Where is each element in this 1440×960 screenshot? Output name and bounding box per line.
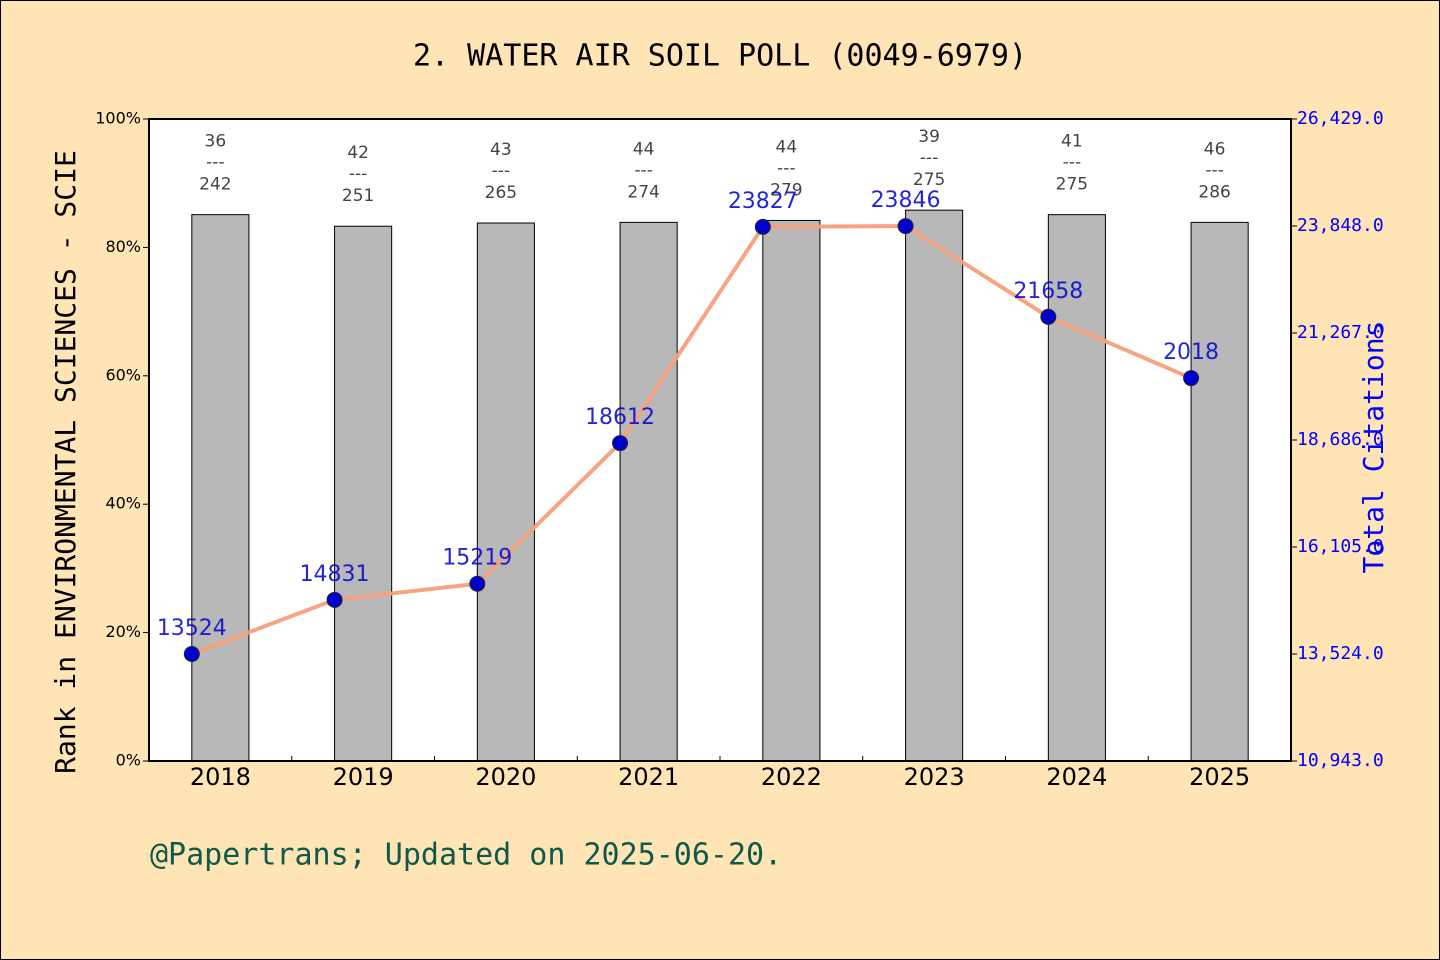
- plot-area: [149, 119, 1291, 761]
- value-label: 14831: [300, 562, 370, 587]
- marker: [754, 218, 771, 235]
- rank-separator: ---: [634, 160, 652, 180]
- y2-tick-label: 26,429.0: [1297, 108, 1384, 129]
- rank-separator: ---: [777, 158, 795, 178]
- bar: [476, 222, 535, 762]
- marker: [1040, 308, 1057, 325]
- rank-label: 39: [918, 127, 940, 147]
- bar: [905, 209, 964, 762]
- x-tick-label: 2021: [618, 763, 679, 791]
- total-label: 286: [1198, 182, 1230, 202]
- y-tick-label: 60%: [105, 365, 141, 384]
- rank-label: 41: [1061, 132, 1083, 152]
- y-tick-label: 80%: [105, 237, 141, 256]
- bar: [762, 219, 821, 762]
- bar: [191, 214, 250, 762]
- x-tick-label: 2023: [904, 763, 965, 791]
- x-tick-label: 2019: [333, 763, 394, 791]
- marker: [469, 575, 486, 592]
- footer: @Papertrans; Updated on 2025-06-20.: [150, 838, 782, 873]
- value-label: 13524: [157, 616, 227, 641]
- y-axis-title: Rank in ENVIRONMENTAL SCIENCES - SCIE: [49, 150, 82, 774]
- y2-tick-label: 21,267.0: [1297, 322, 1384, 343]
- value-label: 23827: [728, 189, 798, 214]
- rank-separator: ---: [1205, 160, 1223, 180]
- y2-tick-label: 10,943.0: [1297, 750, 1384, 771]
- marker: [183, 646, 200, 662]
- x-tick-label: 2025: [1189, 763, 1250, 791]
- y-tick-label: 20%: [105, 622, 141, 641]
- y2-tick-label: 16,105.0: [1297, 536, 1384, 557]
- total-label: 242: [199, 175, 231, 195]
- rank-separator: ---: [349, 164, 367, 184]
- x-tick-label: 2020: [475, 763, 536, 791]
- chart-title: 2. WATER AIR SOIL POLL (0049-6979): [413, 39, 1027, 74]
- x-tick-label: 2018: [190, 763, 251, 791]
- x-tick-label: 2024: [1046, 763, 1107, 791]
- rank-label: 44: [633, 139, 655, 159]
- total-label: 265: [485, 183, 517, 203]
- rank-label: 43: [490, 140, 512, 160]
- rank-separator: ---: [206, 153, 224, 173]
- rank-label: 44: [776, 137, 798, 157]
- rank-separator: ---: [920, 148, 938, 168]
- total-label: 274: [627, 182, 659, 202]
- rank-label: 42: [347, 143, 369, 163]
- plot-frame: [148, 118, 1292, 762]
- y2-axis-title: Total Citations: [1357, 321, 1390, 574]
- x-tick-label: 2022: [761, 763, 822, 791]
- value-label: 2018: [1163, 340, 1219, 365]
- y-tick-label: 100%: [95, 109, 141, 128]
- bar: [1190, 221, 1249, 762]
- rank-separator: ---: [1063, 153, 1081, 173]
- marker: [612, 435, 629, 452]
- total-label: 275: [1056, 175, 1088, 195]
- total-label: 251: [342, 186, 374, 206]
- y-tick-label: 0%: [116, 751, 141, 770]
- rank-label: 36: [205, 132, 227, 152]
- value-label: 18612: [585, 405, 655, 430]
- marker: [897, 218, 914, 235]
- line: [191, 224, 1192, 656]
- value-label: 15219: [442, 546, 512, 571]
- total-label: 279: [770, 180, 802, 200]
- value-label: 21658: [1013, 279, 1083, 304]
- rank-separator: ---: [492, 161, 510, 181]
- y2-tick-label: 13,524.0: [1297, 643, 1384, 664]
- bar: [1047, 214, 1106, 762]
- rank-label: 46: [1204, 139, 1226, 159]
- total-label: 275: [913, 170, 945, 190]
- y2-tick-label: 23,848.0: [1297, 215, 1384, 236]
- marker: [1183, 370, 1200, 387]
- value-label: 23846: [871, 188, 941, 213]
- bar: [619, 221, 678, 762]
- bar: [334, 225, 393, 762]
- y-tick-label: 40%: [105, 494, 141, 513]
- marker: [326, 591, 343, 608]
- y2-tick-label: 18,686.0: [1297, 429, 1384, 450]
